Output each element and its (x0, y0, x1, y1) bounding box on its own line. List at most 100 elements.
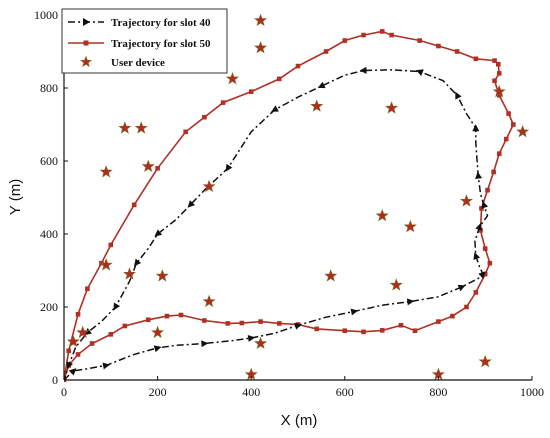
legend-marker-user-device (79, 55, 93, 68)
x-axis-title: X (m) (281, 412, 318, 429)
slot-50-point (89, 341, 95, 346)
x-tick-label: 1000 (520, 385, 544, 399)
slot-40-point (201, 340, 209, 348)
legend-marker-slot-50 (83, 40, 89, 46)
slot-40-point (473, 252, 481, 260)
slot-50-point (496, 61, 501, 67)
legend-item-user-device: User device (79, 55, 165, 69)
user-device-point (141, 159, 155, 173)
slot-40-point (102, 362, 111, 370)
y-tick-label: 600 (40, 154, 58, 168)
series-layer (64, 13, 530, 382)
series-line-slot-40 (64, 69, 489, 381)
slot-50-point (492, 78, 497, 83)
x-tick-label: 0 (61, 385, 67, 399)
slot-50-point (503, 136, 509, 142)
slot-40-point (68, 368, 77, 376)
user-device-point (375, 208, 389, 222)
slot-50-point (361, 32, 366, 38)
y-tick-label: 400 (40, 227, 58, 241)
y-tick-label: 1000 (34, 8, 58, 22)
slot-50-point (496, 93, 502, 98)
slot-40-point (317, 81, 326, 89)
user-device-point (151, 325, 165, 339)
slot-50-point (496, 71, 502, 76)
slot-40-point (294, 322, 302, 330)
slot-50-point (473, 290, 479, 295)
slot-50-point (510, 122, 516, 127)
slot-50-point (361, 329, 366, 335)
slot-50-point (75, 352, 81, 357)
slot-50-point (145, 317, 151, 323)
slot-40-point (455, 91, 462, 100)
user-device-point (99, 258, 113, 271)
x-tick-label: 200 (149, 385, 167, 399)
slot-50-point (248, 89, 254, 94)
slot-50-point (479, 206, 484, 211)
slot-50-point (108, 332, 114, 337)
slot-50-point (450, 313, 455, 319)
slot-50-point (482, 271, 488, 277)
slot-50-point (202, 318, 207, 323)
slot-50-point (276, 321, 282, 326)
legend-box (61, 8, 228, 74)
legend-label-slot-40: Trajectory for slot 40 (111, 17, 211, 29)
slot-50-point (85, 286, 90, 292)
slot-50-point (496, 151, 502, 156)
legend-item-slot-50: Trajectory for slot 50 (68, 38, 211, 50)
slot-50-point (314, 326, 320, 332)
legend-item-slot-40: Trajectory for slot 40 (68, 17, 211, 29)
slot-50-point (379, 328, 385, 333)
slot-40-point (113, 302, 121, 311)
slot-40-point (478, 271, 486, 279)
slot-50-point (202, 114, 207, 120)
slot-50-point (492, 58, 497, 63)
y-tick-label: 200 (40, 300, 58, 314)
user-device-point (66, 334, 80, 348)
slot-50-point (436, 43, 441, 49)
slot-40-point (225, 163, 233, 172)
slot-50-point (482, 246, 488, 251)
slot-40-point (481, 201, 489, 209)
user-device-point (459, 194, 474, 207)
slot-40-point (133, 258, 142, 267)
slot-50-point (417, 38, 422, 43)
slot-50-point (178, 312, 184, 318)
legend: Trajectory for slot 40 Trajectory for sl… (61, 8, 228, 74)
slot-50-point (389, 32, 394, 38)
legend-label-slot-50: Trajectory for slot 50 (111, 38, 211, 50)
slot-50-point (398, 322, 404, 328)
user-device-point (403, 219, 417, 233)
user-device-point (254, 13, 268, 27)
user-device-point (389, 278, 403, 291)
slot-50-point (295, 63, 301, 69)
slot-50-point (276, 76, 282, 82)
y-axis-title: Y (m) (7, 179, 24, 215)
user-device-point (155, 269, 169, 282)
slot-40-point (475, 171, 483, 180)
user-device-point (478, 354, 492, 368)
user-device-point (122, 267, 137, 280)
user-device-point (225, 72, 240, 85)
legend-marker-slot-40 (83, 18, 90, 26)
user-device-point (385, 101, 399, 114)
slot-50-point (342, 38, 348, 43)
slot-50-point (155, 166, 160, 171)
slot-40-point (415, 69, 424, 76)
user-device-point (76, 325, 90, 339)
slot-50-point (473, 56, 479, 62)
series-line-slot-50 (64, 30, 515, 381)
user-device-point (310, 99, 324, 112)
slot-50-point (379, 29, 385, 34)
slot-50-point (75, 312, 81, 317)
slot-50-point (220, 100, 226, 105)
slot-40-point (247, 334, 256, 342)
slot-40-point (271, 105, 279, 112)
slot-50-point (66, 348, 71, 354)
slot-40-point (84, 327, 92, 336)
user-device-point (118, 121, 132, 134)
slot-40-point (406, 298, 415, 306)
slot-40-point (66, 361, 74, 370)
slot-50-point (491, 169, 496, 175)
user-device-point (254, 40, 268, 54)
